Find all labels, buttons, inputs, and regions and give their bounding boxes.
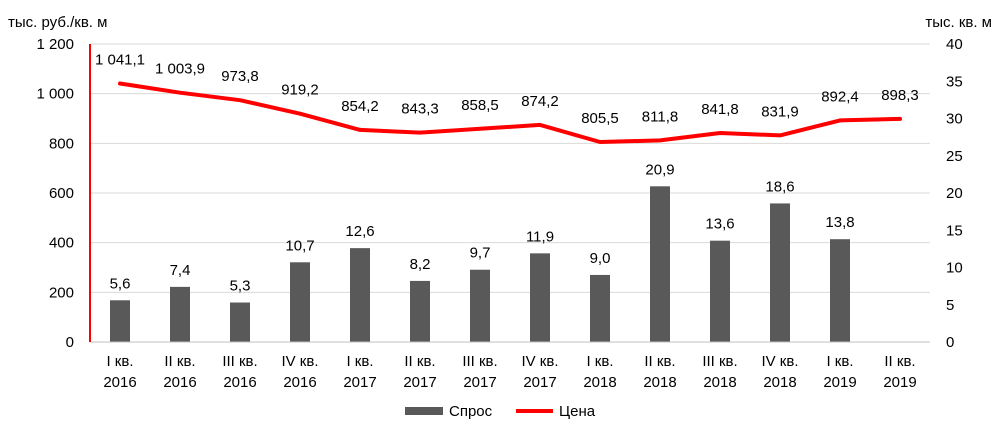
category-label-quarter: I кв. (586, 353, 613, 370)
right-axis-tick-label: 40 (946, 36, 963, 53)
line-value-label: 843,3 (401, 101, 439, 118)
bar-value-label: 20,9 (645, 161, 674, 178)
category-label-quarter: I кв. (346, 353, 373, 370)
category-label-quarter: II кв. (164, 353, 195, 370)
category-label-year: 2019 (823, 374, 856, 391)
bar-value-label: 13,8 (825, 214, 854, 231)
left-axis-tick-label: 800 (49, 135, 74, 152)
left-axis-tick-label: 600 (49, 185, 74, 202)
line-value-label: 1 041,1 (95, 51, 145, 68)
bar-value-label: 13,6 (705, 216, 734, 233)
category-label-year: 2016 (103, 374, 136, 391)
bar (530, 253, 550, 342)
bar (650, 186, 670, 342)
bar-value-label: 11,9 (526, 228, 554, 245)
line-value-label: 874,2 (521, 93, 559, 110)
category-label-year: 2017 (403, 374, 436, 391)
category-label-year: 2017 (343, 374, 376, 391)
category-label-year: 2018 (703, 374, 736, 391)
line-value-label: 919,2 (281, 82, 319, 99)
right-axis-unit-label: тыс. кв. м (925, 14, 992, 31)
line-value-label: 805,5 (581, 110, 619, 127)
line-value-label: 841,8 (701, 101, 739, 118)
category-label-quarter: II кв. (884, 353, 915, 370)
price-line (118, 81, 902, 144)
category-label-year: 2018 (583, 374, 616, 391)
line-value-label: 811,8 (642, 108, 678, 125)
bar (350, 248, 370, 342)
axes: 0 200 400 600 800 1 000 1 200 0 5 10 15 20 25 30 35 40 (36, 36, 962, 351)
category-label-quarter: I кв. (826, 353, 853, 370)
bar-value-label: 10,7 (285, 237, 314, 254)
right-axis-tick-label: 15 (946, 222, 963, 239)
category-label-quarter: IV кв. (281, 353, 318, 370)
category-label-quarter: IV кв. (521, 353, 558, 370)
category-label-year: 2018 (643, 374, 676, 391)
category-label-quarter: III кв. (462, 353, 497, 370)
line-value-label: 892,4 (821, 88, 859, 105)
bar-value-label: 9,7 (470, 245, 491, 262)
category-label-year: 2017 (463, 374, 496, 391)
line-value-label: 973,8 (221, 68, 259, 85)
bar-value-label: 5,3 (230, 278, 251, 295)
bar (110, 300, 130, 342)
category-label-quarter: III кв. (702, 353, 737, 370)
bar (230, 302, 250, 342)
category-label-quarter: II кв. (644, 353, 675, 370)
category-label-year: 2016 (223, 374, 256, 391)
right-axis-tick-label: 35 (946, 73, 963, 90)
left-axis-tick-label: 1 000 (36, 86, 74, 103)
line-value-label: 831,9 (761, 103, 799, 120)
right-axis-tick-label: 25 (946, 148, 963, 165)
left-axis-tick-label: 1 200 (36, 36, 74, 53)
bar-value-label: 18,6 (765, 178, 794, 195)
left-axis-tick-label: 400 (49, 235, 74, 252)
right-axis-tick-label: 5 (946, 297, 954, 314)
line-value-label: 1 003,9 (155, 61, 205, 78)
line-series (118, 81, 902, 144)
bar (170, 286, 190, 342)
category-label-year: 2016 (283, 374, 316, 391)
category-label-quarter: III кв. (222, 353, 257, 370)
bar (470, 269, 490, 342)
bar-value-label: 9,0 (590, 250, 611, 267)
left-axis-tick-label: 200 (49, 284, 74, 301)
line-value-label: 898,3 (881, 87, 919, 104)
bar (770, 203, 790, 342)
bar-value-label: 7,4 (170, 262, 191, 279)
category-axis: I кв. 2016 II кв. 2016 III кв. 2016 IV кв. 2016… (103, 353, 916, 391)
bar-series (110, 186, 850, 342)
legend: Спрос Цена (405, 403, 596, 420)
data-labels: 5,6 7,4 5,3 10,7 12,6 8,2 9,7 11,9 9,0 20,9 13,6 18… (95, 51, 919, 294)
bar (290, 262, 310, 342)
right-axis-tick-label: 0 (946, 334, 954, 351)
category-label-quarter: IV кв. (761, 353, 798, 370)
category-label-quarter: II кв. (404, 353, 435, 370)
legend-swatch-demand (405, 407, 443, 415)
bar (830, 239, 850, 342)
bar (590, 274, 610, 342)
bar-value-label: 12,6 (345, 223, 374, 240)
left-axis-unit-label: тыс. руб./кв. м (8, 14, 107, 31)
legend-label-price: Цена (559, 403, 596, 420)
line-value-label: 854,2 (341, 98, 379, 115)
line-value-label: 858,5 (461, 97, 499, 114)
left-axis-tick-label: 0 (66, 334, 74, 351)
gridlines (90, 43, 930, 293)
right-axis-tick-label: 20 (946, 185, 963, 202)
category-label-quarter: I кв. (106, 353, 133, 370)
category-label-year: 2016 (163, 374, 196, 391)
legend-label-demand: Спрос (449, 403, 493, 420)
category-label-year: 2017 (523, 374, 556, 391)
bar (410, 280, 430, 342)
category-label-year: 2019 (883, 374, 916, 391)
bar (710, 240, 730, 342)
bar-value-label: 5,6 (110, 275, 131, 292)
right-axis-tick-label: 10 (946, 260, 963, 277)
category-label-year: 2018 (763, 374, 796, 391)
right-axis-tick-label: 30 (946, 111, 963, 128)
bar-value-label: 8,2 (410, 256, 431, 273)
